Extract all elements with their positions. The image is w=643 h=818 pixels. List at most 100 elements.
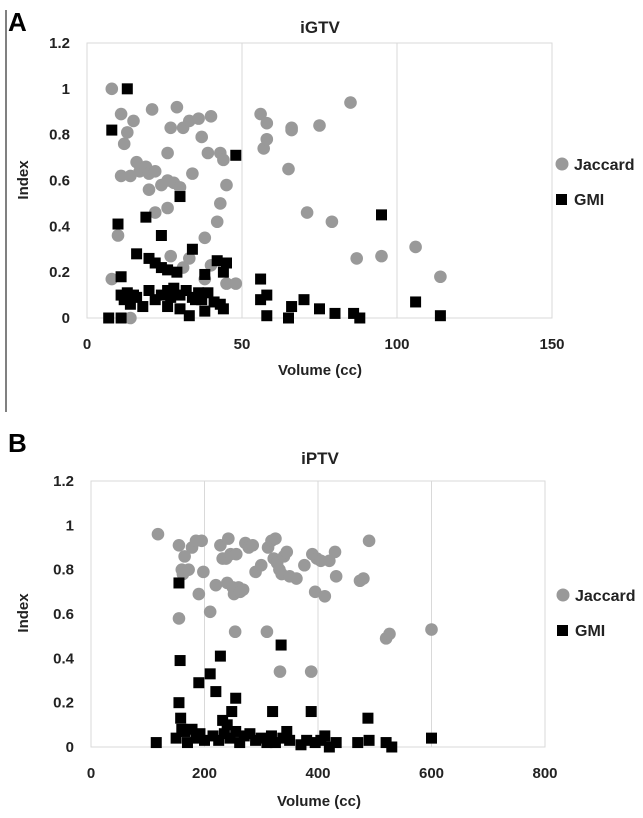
y-tick-label: 1.2 <box>49 35 70 52</box>
x-tick-label: 0 <box>83 336 91 353</box>
gmi-point <box>196 294 208 306</box>
jaccard-point <box>173 181 187 194</box>
gmi-point <box>255 294 267 306</box>
jaccard-point <box>182 563 195 576</box>
jaccard-point <box>195 534 208 548</box>
jaccard-point <box>220 277 233 290</box>
gmi-point <box>115 312 127 324</box>
gmi-point <box>305 706 317 718</box>
jaccard-point <box>313 119 326 132</box>
jaccard-point <box>246 538 260 552</box>
jaccard-point <box>192 112 205 125</box>
gmi-point <box>275 639 287 651</box>
gmi-point <box>434 310 446 322</box>
jaccard-point <box>229 547 243 561</box>
jaccard-point <box>300 206 314 219</box>
series-gmi <box>103 83 446 324</box>
gmi-point <box>261 289 273 301</box>
panel-b: B iPTV 0 200 400 600 800 0 0.2 0.4 0.6 0.8 1 1.2 Vo… <box>8 428 636 810</box>
gmi-point <box>183 310 195 322</box>
gmi-point <box>174 303 186 315</box>
gmi-point <box>301 734 313 746</box>
jaccard-point <box>172 538 186 552</box>
gmi-point <box>174 655 186 667</box>
gmi-point <box>380 737 392 749</box>
series-gmi <box>150 577 437 753</box>
y-tick-label: 0 <box>62 310 70 327</box>
gmi-point <box>224 732 236 744</box>
gmi-point <box>281 725 293 737</box>
gmi-point <box>323 741 335 753</box>
jaccard-point <box>328 545 342 559</box>
jaccard-point <box>204 110 218 123</box>
gmi-point <box>193 287 205 299</box>
y-tick-label: 0.6 <box>53 606 74 623</box>
y-tick-label: 0.2 <box>53 695 74 712</box>
legend-b: Jaccard GMI <box>556 588 636 640</box>
ticks-b: 0 200 400 600 800 0 0.2 0.4 0.6 0.8 1 1.2 <box>53 473 557 782</box>
gmi-point <box>329 307 341 319</box>
gmi-point <box>168 282 180 294</box>
gmi-point <box>190 294 201 306</box>
jaccard-point <box>210 215 224 229</box>
jaccard-point <box>222 532 235 545</box>
gmi-point <box>165 291 177 303</box>
jaccard-point <box>161 201 174 215</box>
gmi-point <box>330 737 342 749</box>
jaccard-point <box>197 565 210 579</box>
gmi-point <box>352 737 364 749</box>
y-tick-label: 0.8 <box>53 562 74 579</box>
gmi-point <box>386 741 398 753</box>
jaccard-point <box>186 167 199 180</box>
gmi-point <box>286 301 298 313</box>
gmi-point <box>155 262 167 274</box>
jaccard-point <box>308 585 322 599</box>
panel-letter-a: A <box>8 7 27 37</box>
x-tick-label: 800 <box>532 765 557 782</box>
jaccard-point <box>254 107 267 121</box>
x-axis-label-a: Volume (cc) <box>278 362 362 379</box>
jaccard-point <box>164 249 177 263</box>
x-tick-label: 600 <box>419 765 444 782</box>
gmi-point <box>162 285 174 296</box>
gmi-point <box>210 686 222 698</box>
jaccard-point <box>105 272 119 286</box>
gmi-point <box>230 692 242 704</box>
gmi-point <box>155 289 167 301</box>
jaccard-point <box>198 231 212 245</box>
gmi-point <box>244 728 256 740</box>
gmi-point <box>221 257 232 269</box>
jaccard-point <box>201 146 215 160</box>
gmi-point <box>348 307 360 319</box>
gmi-point <box>376 209 387 221</box>
jaccard-point <box>164 121 177 135</box>
gmi-point <box>217 266 229 278</box>
jaccard-point <box>151 527 165 541</box>
jaccard-point <box>127 114 140 128</box>
gmi-point <box>199 268 211 280</box>
gmi-point <box>181 737 193 749</box>
gmi-point <box>199 734 210 746</box>
gmi-point <box>213 734 225 746</box>
gmi-point <box>173 697 185 709</box>
gmi-point <box>150 737 162 749</box>
jaccard-point <box>304 665 318 678</box>
gmi-point <box>230 725 242 737</box>
x-tick-label: 150 <box>539 336 564 353</box>
y-tick-label: 0 <box>66 739 74 756</box>
gmi-point <box>277 732 289 744</box>
jaccard-point <box>280 545 294 559</box>
gmi-point <box>354 312 366 324</box>
jaccard-point <box>375 249 388 263</box>
jaccard-point <box>183 252 196 265</box>
jaccard-point <box>290 572 303 585</box>
gmi-point <box>124 298 136 310</box>
x-tick-label: 0 <box>87 765 95 782</box>
chart-title-a: iGTV <box>300 18 340 37</box>
jaccard-point <box>117 137 131 151</box>
jaccard-point <box>111 229 125 242</box>
jaccard-point <box>383 627 396 641</box>
jaccard-point <box>329 570 343 583</box>
jaccard-point <box>298 558 311 572</box>
legend-label-jaccard-b: Jaccard <box>575 588 636 605</box>
